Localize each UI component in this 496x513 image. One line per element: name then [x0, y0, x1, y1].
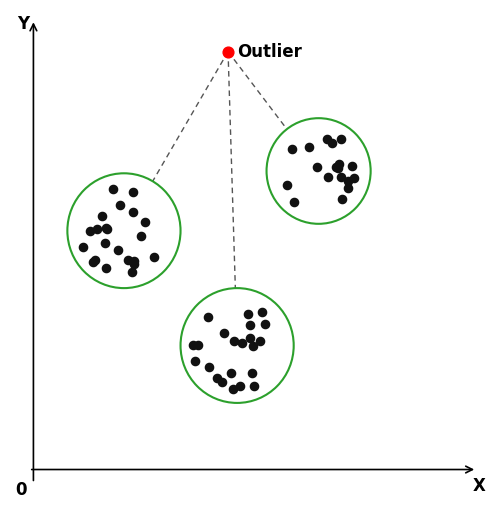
Point: [124, 255, 132, 264]
Point: [101, 239, 109, 247]
Point: [102, 264, 110, 272]
Point: [224, 48, 232, 56]
Point: [137, 232, 145, 240]
Point: [128, 268, 136, 277]
Point: [338, 195, 346, 204]
Point: [332, 163, 340, 171]
Point: [290, 199, 298, 207]
Point: [323, 135, 331, 143]
Point: [91, 255, 99, 264]
Point: [305, 143, 313, 151]
Point: [348, 162, 356, 170]
Point: [79, 243, 87, 251]
Point: [337, 172, 345, 181]
Point: [258, 308, 266, 317]
Point: [288, 145, 296, 153]
Point: [230, 337, 238, 345]
Point: [220, 329, 228, 337]
Point: [324, 173, 332, 182]
Point: [236, 382, 244, 390]
Point: [98, 212, 106, 220]
Point: [129, 188, 137, 196]
Point: [283, 181, 291, 189]
Point: [328, 139, 336, 147]
Point: [191, 357, 199, 365]
Point: [238, 339, 246, 347]
Point: [256, 337, 264, 345]
Point: [247, 334, 254, 342]
Point: [93, 225, 101, 233]
Point: [109, 185, 117, 193]
Point: [189, 341, 197, 349]
Point: [350, 174, 358, 182]
Point: [114, 246, 122, 254]
Point: [246, 321, 253, 329]
Point: [344, 184, 352, 192]
Point: [335, 160, 343, 168]
Point: [141, 218, 149, 226]
Point: [248, 369, 255, 377]
Point: [227, 369, 235, 377]
Point: [89, 258, 97, 266]
Text: Outlier: Outlier: [237, 43, 302, 61]
Point: [337, 135, 345, 143]
Point: [150, 253, 158, 261]
Point: [204, 313, 212, 322]
Point: [102, 224, 110, 232]
Text: Y: Y: [17, 15, 30, 33]
Point: [103, 225, 111, 233]
Point: [334, 164, 342, 172]
Point: [130, 260, 138, 268]
Point: [229, 385, 237, 393]
Point: [249, 342, 257, 350]
Text: 0: 0: [15, 481, 26, 499]
Point: [312, 163, 320, 171]
Point: [261, 320, 269, 328]
Point: [213, 374, 221, 383]
Point: [129, 207, 137, 215]
Point: [245, 310, 252, 319]
Point: [86, 227, 94, 235]
Text: X: X: [473, 477, 486, 495]
Point: [194, 341, 202, 349]
Point: [205, 363, 213, 371]
Point: [130, 257, 138, 265]
Point: [250, 382, 258, 390]
Point: [116, 201, 124, 209]
Point: [218, 378, 226, 386]
Point: [344, 177, 352, 185]
